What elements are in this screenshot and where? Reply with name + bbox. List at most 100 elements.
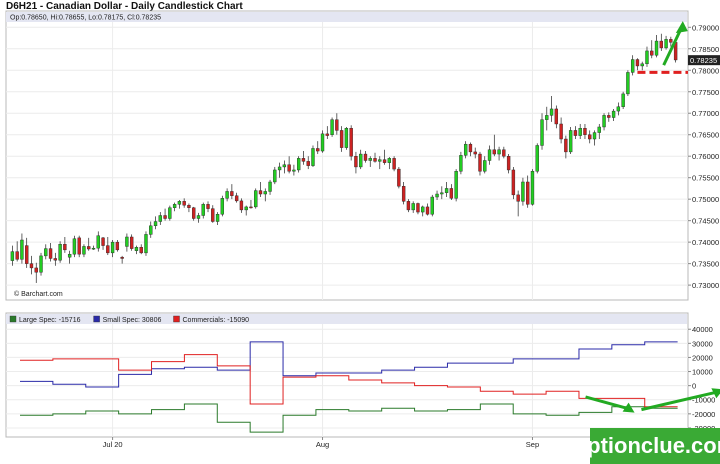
candle-body [635, 59, 640, 67]
candle-body [34, 267, 38, 273]
candle-body [344, 128, 349, 148]
cot-info-bar [6, 314, 687, 324]
last-price-label: 0.78235 [690, 56, 717, 65]
cot-arrow-up-head [711, 388, 720, 399]
candle-body [473, 151, 477, 155]
candle-body [602, 115, 606, 128]
candle-body [630, 59, 635, 73]
candle-body [626, 72, 630, 95]
candle-body [15, 251, 19, 260]
cot-tick-label: -20000 [692, 410, 715, 419]
candle-body [120, 256, 124, 259]
candle-body [416, 203, 420, 213]
candle-body [177, 201, 182, 205]
candle-body [139, 247, 143, 254]
legend-swatch [93, 315, 100, 323]
candle-body [20, 239, 24, 260]
candle-body [296, 158, 301, 171]
candle-body [621, 93, 625, 107]
candle-body [29, 263, 34, 269]
candle-body [654, 40, 659, 56]
candle-body [44, 248, 48, 257]
candle-body [669, 39, 673, 43]
candle-body [559, 123, 563, 140]
cot-series-line [20, 341, 678, 388]
candle-body [25, 245, 29, 264]
candle-body [316, 148, 320, 152]
candle-body [39, 255, 43, 273]
candle-body [568, 130, 573, 153]
candle-body [549, 108, 554, 116]
cot-series-line [20, 403, 678, 433]
candle-body [573, 130, 578, 136]
candle-body [478, 153, 482, 172]
cot-arrow-down-head [622, 402, 635, 413]
candle-body [325, 133, 329, 136]
watermark: optionclue.com [574, 428, 720, 464]
candle-body [134, 247, 139, 251]
candle-body [106, 245, 110, 254]
cot-tick-label: -10000 [692, 396, 715, 405]
candle-body [583, 128, 587, 135]
legend-swatch [9, 315, 17, 323]
candle-body [206, 204, 210, 209]
price-tick-label: 0.79000 [692, 23, 719, 32]
candle-body [435, 193, 439, 198]
candle-body [125, 236, 129, 247]
candle-body [483, 160, 487, 172]
candle-body [192, 207, 196, 219]
candle-body [320, 133, 325, 152]
candle-body [640, 63, 644, 67]
candle-body [115, 241, 120, 251]
price-tick-label: 0.76000 [692, 152, 719, 161]
price-tick-label: 0.74000 [692, 238, 719, 247]
legend-label: Commercials: -15090 [183, 317, 250, 324]
candle-body [425, 206, 430, 215]
candle-body [196, 215, 201, 219]
candle-body [659, 40, 663, 49]
candle-body [397, 168, 401, 187]
candle-body [387, 158, 392, 163]
candle-body [201, 204, 205, 216]
candle-body [487, 149, 492, 161]
candle-body [378, 159, 382, 162]
candle-body [254, 190, 258, 208]
candle-body [239, 200, 244, 211]
candle-body [58, 244, 62, 261]
candle-body [502, 149, 506, 157]
candle-body [82, 246, 86, 255]
ohlc-label: Op:0.78650, Hi:0.78655, Lo:0.78175, Cl:0… [10, 15, 161, 22]
candle-body [521, 181, 525, 202]
cot-series-line [20, 354, 678, 408]
legend-label: Small Spec: 30806 [103, 317, 162, 324]
candle-body [182, 201, 186, 206]
candle-body [91, 247, 96, 250]
candle-body [268, 181, 272, 192]
cot-arrow-up-shaft [641, 389, 720, 412]
candle-body [263, 191, 267, 195]
credit-label: © Barchart.com [14, 290, 63, 298]
price-panel [5, 10, 689, 301]
candle-body [48, 248, 53, 259]
cot-arrow-down-shaft [585, 395, 632, 412]
candle-body [149, 225, 153, 235]
candle-body [211, 208, 215, 222]
candle-body [411, 203, 415, 211]
candle-body [363, 153, 368, 161]
candle-body [163, 215, 167, 219]
candle-body [454, 171, 458, 199]
cot-tick-label: 0 [692, 382, 696, 391]
trend-arrow-head [675, 21, 688, 34]
candle-body [172, 204, 177, 208]
candle-body [87, 246, 91, 250]
candle-body [282, 164, 287, 168]
cot-panel [5, 312, 689, 438]
candle-body [110, 241, 115, 254]
candle-body [645, 50, 649, 65]
candle-body [616, 106, 621, 112]
candle-body [215, 214, 220, 222]
candle-body [468, 143, 473, 153]
candle-body [273, 169, 277, 183]
candle-body [153, 221, 158, 227]
candle-body [506, 156, 511, 171]
